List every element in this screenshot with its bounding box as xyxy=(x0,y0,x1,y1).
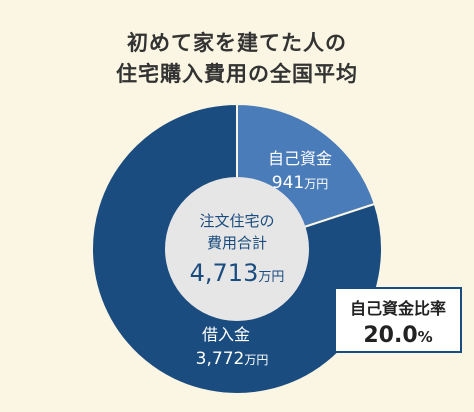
slice-label-self-funds: 自己資金 xyxy=(268,149,332,168)
slice-value-loan-unit: 万円 xyxy=(244,353,268,367)
donut-center-circle xyxy=(165,177,309,321)
ratio-label: 自己資金比率 xyxy=(349,299,446,318)
chart-title-line-1: 初めて家を建てた人の xyxy=(127,31,347,55)
slice-value-loan: 3,772万円 xyxy=(196,349,269,369)
slice-label-loan: 借入金 xyxy=(202,325,250,344)
total-label-line-2: 費用合計 xyxy=(207,234,267,252)
slice-value-loan-number: 3,772 xyxy=(196,349,245,369)
chart-title: 初めて家を建てた人の 住宅購入費用の全国平均 xyxy=(0,28,474,90)
self-funds-ratio-box: 自己資金比率 20.0% xyxy=(334,287,462,353)
total-value: 4,713万円 xyxy=(190,259,285,287)
slice-value-self-funds-number: 941 xyxy=(272,173,304,193)
slice-value-self-funds-unit: 万円 xyxy=(304,177,328,191)
chart-title-line-2: 住宅購入費用の全国平均 xyxy=(116,62,358,86)
ratio-value: 20.0% xyxy=(336,323,460,348)
total-value-number: 4,713 xyxy=(190,259,259,287)
ratio-value-number: 20.0 xyxy=(363,323,418,348)
ratio-value-unit: % xyxy=(417,328,433,346)
slice-value-self-funds: 941万円 xyxy=(272,173,328,193)
total-value-unit: 万円 xyxy=(258,270,284,285)
total-label-line-1: 注文住宅の xyxy=(199,212,274,230)
